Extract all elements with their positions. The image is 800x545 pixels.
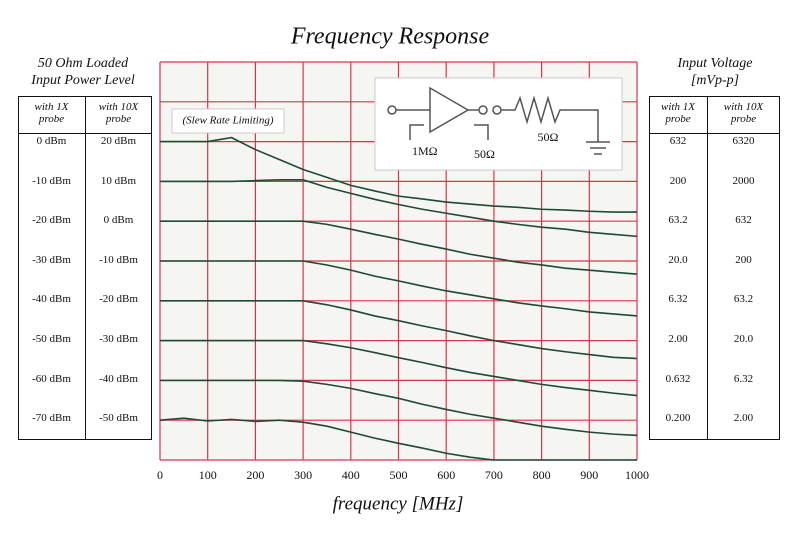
- table-cell: -40 dBm: [99, 372, 138, 385]
- circuit-inset: [374, 77, 623, 171]
- table-cell: -50 dBm: [32, 333, 71, 345]
- table-cell: -20 dBm: [32, 214, 71, 227]
- x-tick-label: 900: [580, 468, 598, 482]
- x-tick-label: 500: [390, 468, 408, 482]
- table-cell: 2000: [732, 174, 755, 187]
- table-cell: 632: [735, 214, 752, 227]
- table-header: with 1X probe: [34, 101, 69, 125]
- table-header: with 1X probe: [661, 101, 695, 125]
- table-cell: 63.2: [668, 214, 688, 227]
- table-cell: -10 dBm: [99, 253, 138, 266]
- table-cell: 0.200: [665, 412, 691, 425]
- circuit-label: 1MΩ: [412, 144, 438, 158]
- table-title: [mVp-p]: [690, 73, 740, 88]
- annotation-box: [171, 108, 285, 134]
- table-cell: -40 dBm: [32, 293, 71, 306]
- series-line: [160, 339, 638, 397]
- table-cell: 200: [735, 253, 752, 266]
- table-cell: 2.00: [668, 333, 688, 345]
- table-cell: -20 dBm: [99, 293, 138, 306]
- table-cell: -30 dBm: [99, 333, 138, 345]
- arrow: [474, 124, 489, 140]
- x-tick-label: 1000: [625, 468, 649, 482]
- table-cell: 20 dBm: [100, 135, 137, 147]
- amplifier: [429, 86, 470, 134]
- table-cell: -10 dBm: [32, 174, 71, 187]
- table-header: with 10X probe: [98, 101, 139, 125]
- table-cell: 10 dBm: [100, 174, 137, 187]
- table-header: with 10X probe: [723, 101, 764, 125]
- table-cell: 2.00: [733, 412, 754, 425]
- table-cell: 0.632: [665, 372, 691, 385]
- terminal: [478, 105, 488, 115]
- table-cell: -60 dBm: [32, 372, 71, 385]
- table-cell: 20.0: [733, 333, 754, 345]
- annotation: (Slew Rate Limiting): [182, 115, 273, 127]
- x-tick-label: 0: [157, 468, 163, 482]
- table-cell: 63.2: [733, 293, 754, 306]
- x-tick-label: 200: [246, 468, 264, 482]
- table-divider: [649, 133, 780, 134]
- table-divider: [707, 96, 708, 440]
- circuit-label: 50Ω: [474, 147, 495, 161]
- x-tick-label: 700: [485, 468, 503, 482]
- table-cell: -70 dBm: [32, 412, 71, 425]
- table-cell: 6.32: [733, 372, 754, 385]
- arrow: [409, 124, 424, 140]
- table-cell: 20.0: [668, 253, 688, 266]
- table-cell: -30 dBm: [32, 253, 71, 266]
- table-cell: 6320: [732, 135, 755, 147]
- table-cell: 0 dBm: [103, 214, 134, 227]
- series-line: [160, 379, 638, 437]
- table-title: Input Voltage: [677, 56, 753, 71]
- table-cell: 0 dBm: [36, 135, 67, 147]
- series-line: [160, 220, 638, 275]
- x-tick-label: 100: [199, 468, 217, 482]
- table-cell: -50 dBm: [99, 412, 138, 425]
- x-axis-label: frequency [MHz]: [333, 493, 464, 514]
- series-line: [160, 179, 638, 238]
- x-tick-label: 800: [533, 468, 551, 482]
- circuit: [387, 86, 610, 155]
- table-cell: 6.32: [668, 293, 688, 306]
- x-tick-label: 300: [294, 468, 312, 482]
- series-line: [160, 300, 638, 360]
- x-tick-label: 600: [437, 468, 455, 482]
- circuit-label: 50Ω: [538, 130, 559, 144]
- resistor: [501, 95, 599, 142]
- table-cell: 200: [669, 174, 687, 187]
- x-tick-label: 400: [342, 468, 360, 482]
- table-border: [649, 96, 780, 440]
- series-line: [160, 260, 638, 317]
- series-line: [159, 417, 637, 461]
- table-cell: 632: [669, 135, 687, 147]
- table-title: Input Power Level: [31, 73, 135, 88]
- table-divider: [85, 96, 86, 440]
- table-title: 50 Ohm Loaded: [37, 56, 129, 71]
- series-line: [160, 136, 637, 213]
- chart-title: Frequency Response: [290, 24, 490, 50]
